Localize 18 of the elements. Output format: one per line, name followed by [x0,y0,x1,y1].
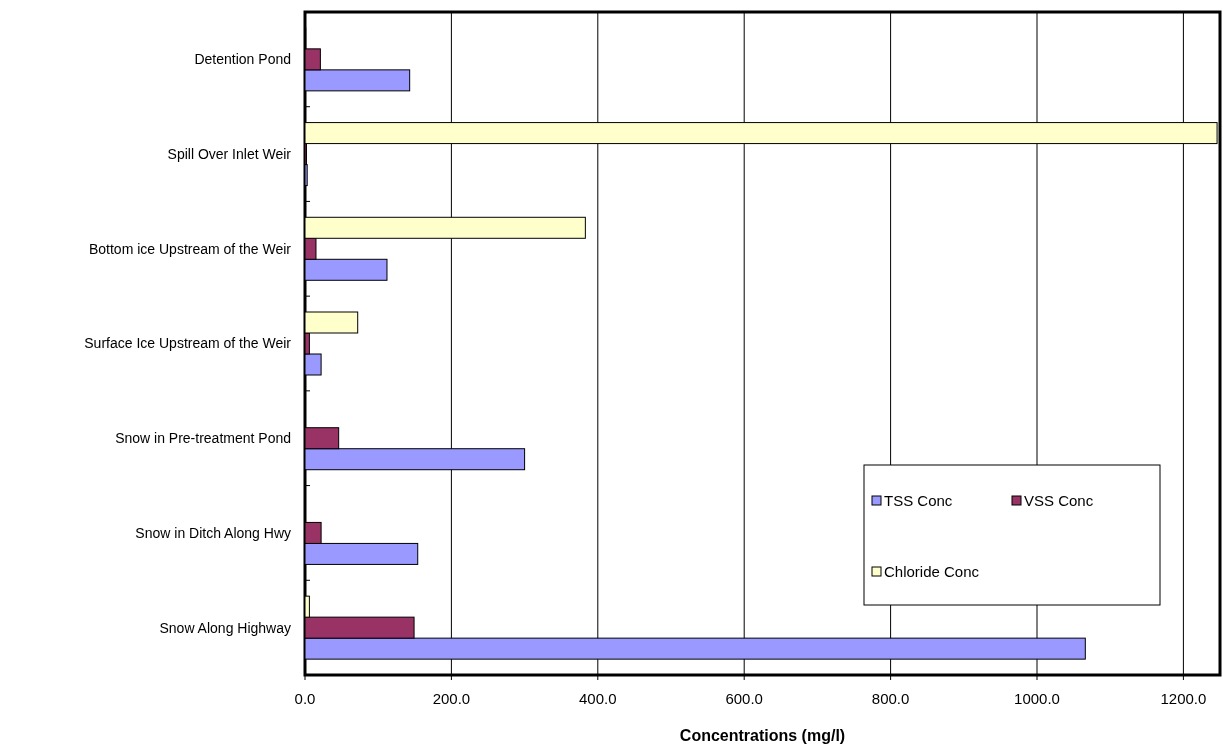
legend-label: VSS Conc [1024,492,1094,510]
legend-label: Chloride Conc [884,563,980,581]
x-tick-label: 200.0 [432,690,471,707]
legend-label: TSS Conc [884,492,953,510]
y-tick-label: Spill Over Inlet Weir [167,145,292,162]
y-tick-label: Bottom ice Upstream of the Weir [88,240,292,257]
y-tick-label: Snow in Ditch Along Hwy [135,524,291,541]
x-tick-label: 0.0 [294,690,316,707]
y-tick-label: Surface Ice Upstream of the Weir [84,335,292,352]
x-tick-label: 1200.0 [1160,690,1207,707]
y-tick-label: Snow Along Highway [159,619,291,636]
x-tick-label: 1000.0 [1014,690,1060,707]
x-tick-label: 600.0 [725,690,763,707]
x-axis-title: Concentrations (mg/l) [679,727,846,744]
y-tick-label: Snow in Pre-treatment Pond [115,430,291,447]
x-tick-label: 400.0 [579,690,617,707]
x-tick-label: 800.0 [871,690,910,707]
y-tick-label: Detention Pond [194,51,291,68]
